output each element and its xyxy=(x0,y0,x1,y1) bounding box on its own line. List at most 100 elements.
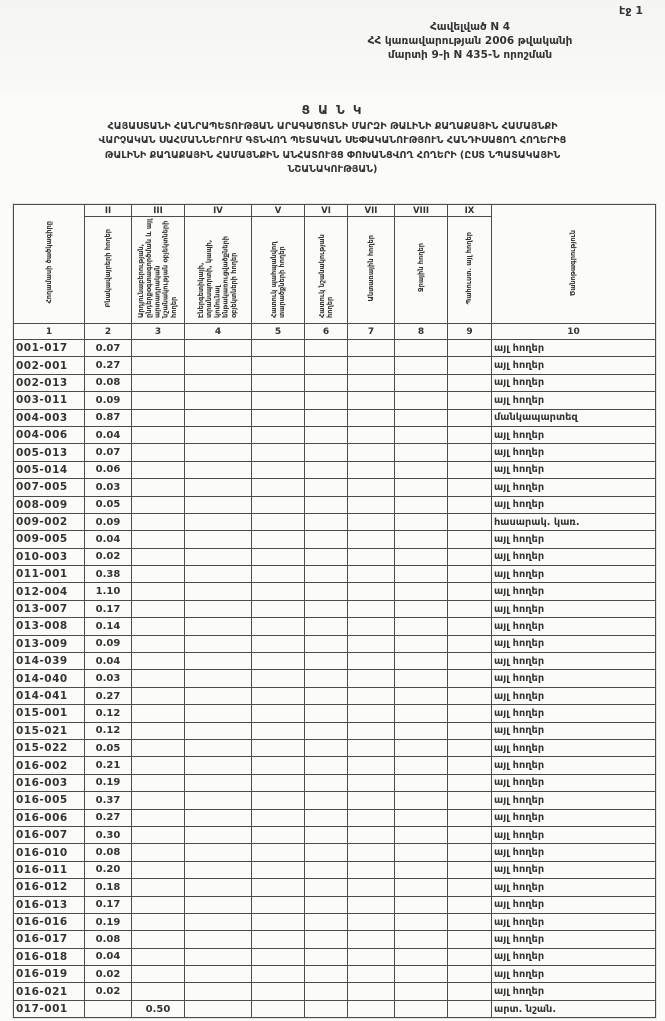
col-num-4: 4 xyxy=(184,323,252,340)
table-row: 002-013 0.08 այլ հողեր xyxy=(13,373,656,393)
forest-area-cell xyxy=(347,425,395,445)
industrial-area-cell xyxy=(131,738,185,758)
settlement-area-cell: 0.20 xyxy=(84,860,132,880)
col-num-10: 10 xyxy=(491,323,656,340)
note-cell: այլ հողեր xyxy=(491,982,656,1001)
table-row: 004-003 0.87 մանկապարտեզ xyxy=(13,408,656,427)
water-area-cell xyxy=(394,652,448,671)
protected-area-cell xyxy=(251,617,305,636)
special-area-cell xyxy=(304,495,348,514)
settlement-area-cell: 0.05 xyxy=(84,495,132,514)
title-line-1: ՀԱՅԱՍՏԱՆԻ ՀԱՆՐԱՊԵՏՈՒԹՅԱՆ ԱՐԱԳԱԾՈՏՆԻ ՄԱՐԶ… xyxy=(107,121,558,132)
forest-area-cell xyxy=(347,808,395,827)
protected-area-cell xyxy=(251,808,305,827)
water-area-cell xyxy=(394,356,448,375)
settlement-area-cell: 0.04 xyxy=(84,425,132,445)
special-area-cell xyxy=(304,478,348,497)
industrial-area-cell xyxy=(131,565,185,584)
reserve-area-cell xyxy=(447,773,492,793)
settlement-area-cell: 0.04 xyxy=(84,652,132,671)
reserve-area-cell xyxy=(447,565,492,584)
col-num-6: 6 xyxy=(304,323,348,340)
settlement-area-cell: 0.87 xyxy=(84,408,132,427)
reserve-area-cell xyxy=(447,582,492,601)
industrial-area-cell xyxy=(131,495,185,514)
note-cell: այլ հողեր xyxy=(491,582,656,601)
col-num-2: 2 xyxy=(84,323,132,340)
industrial-area-cell xyxy=(131,930,185,949)
settlement-area-cell: 0.27 xyxy=(84,686,132,706)
settlement-area-cell: 0.19 xyxy=(84,912,132,932)
protected-area-cell xyxy=(251,356,305,375)
protected-area-cell xyxy=(251,965,305,984)
table-row: 005-014 0.06 այլ հողեր xyxy=(13,460,656,480)
reserve-area-cell xyxy=(447,982,492,1001)
protected-area-cell xyxy=(251,652,305,671)
table-row: 015-001 0.12 այլ հողեր xyxy=(13,704,656,723)
parcel-code-cell: 011-001 xyxy=(13,565,85,584)
note-cell: այլ հողեր xyxy=(491,669,656,688)
water-area-cell xyxy=(394,460,448,480)
water-area-cell xyxy=(394,582,448,601)
special-area-cell xyxy=(304,808,348,827)
protected-area-cell xyxy=(251,391,305,410)
parcel-code-cell: 016-012 xyxy=(13,878,85,897)
industrial-area-cell xyxy=(131,599,185,619)
note-cell: այլ հողեր xyxy=(491,443,656,462)
reserve-area-cell xyxy=(447,391,492,410)
protected-area-cell xyxy=(251,547,305,567)
table-row: 016-003 0.19 այլ հողեր xyxy=(13,773,656,793)
water-area-cell xyxy=(394,704,448,723)
protected-area-cell xyxy=(251,912,305,932)
protected-area-cell xyxy=(251,669,305,688)
note-cell: այլ հողեր xyxy=(491,860,656,880)
protected-area-cell xyxy=(251,999,305,1019)
infrastructure-area-cell xyxy=(184,408,252,427)
protected-area-cell xyxy=(251,443,305,462)
reserve-area-cell xyxy=(447,669,492,688)
reserve-area-cell xyxy=(447,599,492,619)
note-cell: այլ հողեր xyxy=(491,652,656,671)
settlement-area-cell: 0.03 xyxy=(84,669,132,688)
parcel-code-cell: 016-013 xyxy=(13,895,85,914)
parcel-code-cell: 016-006 xyxy=(13,808,85,827)
water-area-cell xyxy=(394,599,448,619)
water-area-cell xyxy=(394,860,448,880)
reserve-area-cell xyxy=(447,895,492,914)
header-line-appendix: Հավելված N 4 xyxy=(429,21,511,33)
infrastructure-area-cell xyxy=(184,791,252,810)
protected-area-cell xyxy=(251,756,305,775)
water-area-cell xyxy=(394,825,448,845)
industrial-area-cell xyxy=(131,669,185,688)
parcel-code-cell: 004-006 xyxy=(13,425,85,445)
roman-VI: VI xyxy=(304,204,348,217)
roman-numeral-row: Հողամասի ծածկագիրը II III IV V VI VII VI… xyxy=(13,204,656,324)
roman-VII: VII xyxy=(347,204,395,217)
forest-area-cell xyxy=(347,756,395,775)
settlement-area-cell: 0.07 xyxy=(84,338,132,358)
infrastructure-area-cell xyxy=(184,930,252,949)
col-num-7: 7 xyxy=(347,323,395,340)
settlement-area-cell: 0.17 xyxy=(84,599,132,619)
note-cell: այլ հողեր xyxy=(491,825,656,845)
protected-area-cell xyxy=(251,878,305,897)
forest-area-cell xyxy=(347,530,395,549)
forest-area-cell xyxy=(347,999,395,1019)
infrastructure-area-cell xyxy=(184,338,252,358)
document-header: Հավելված N 4 ՀՀ կառավարության 2006 թվակա… xyxy=(305,20,635,63)
settlement-area-cell: 0.30 xyxy=(84,825,132,845)
water-area-cell xyxy=(394,895,448,914)
col-num-8: 8 xyxy=(394,323,448,340)
water-area-cell xyxy=(394,965,448,984)
header-line-decision: մարտի 9-ի N 435-Ն որոշման xyxy=(387,49,553,62)
protected-area-cell xyxy=(251,843,305,862)
forest-area-cell xyxy=(347,704,395,723)
note-cell: այլ հողեր xyxy=(491,756,656,775)
forest-area-cell xyxy=(347,947,395,967)
industrial-area-cell xyxy=(131,773,185,793)
forest-area-cell xyxy=(347,721,395,740)
protected-area-cell xyxy=(251,982,305,1001)
industrial-area-cell xyxy=(131,634,185,654)
settlement-area-cell: 0.04 xyxy=(84,530,132,549)
table-row: 016-002 0.21 այլ հողեր xyxy=(13,756,656,775)
